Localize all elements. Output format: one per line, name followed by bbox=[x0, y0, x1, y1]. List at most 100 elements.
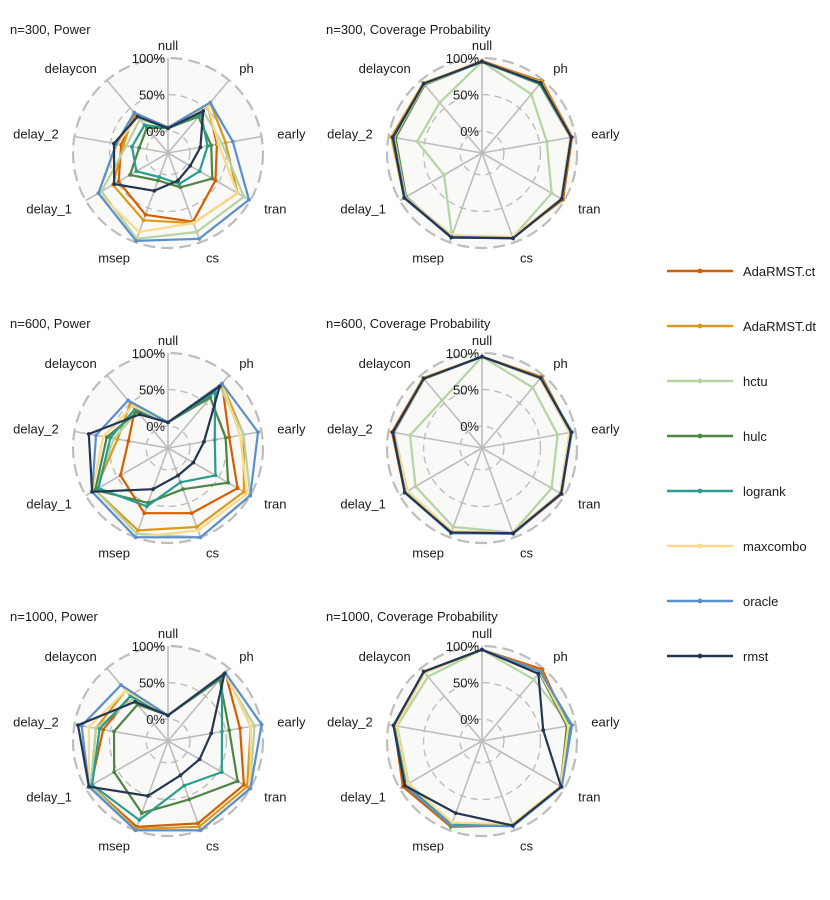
data-point bbox=[242, 194, 246, 199]
series-line bbox=[112, 678, 239, 815]
legend-label: AdaRMST.dt bbox=[743, 319, 816, 334]
data-point bbox=[166, 420, 170, 425]
series-hctu bbox=[408, 354, 560, 535]
panel-title: n=300, Power bbox=[10, 22, 91, 37]
legend: AdaRMST.ct AdaRMST.dt hctu hulc logrank maxco… bbox=[667, 264, 816, 664]
data-point bbox=[223, 435, 228, 440]
data-point bbox=[97, 727, 102, 731]
data-point bbox=[202, 439, 206, 444]
data-point bbox=[177, 182, 182, 186]
axis-label: ph bbox=[553, 649, 567, 664]
radar-panel: n=600, Coverage Probability 100% 50% 0% null… bbox=[326, 316, 620, 560]
grid-ring bbox=[385, 644, 579, 838]
axis-label: ph bbox=[553, 356, 567, 371]
spoke bbox=[420, 374, 483, 449]
data-point bbox=[559, 784, 563, 789]
data-point bbox=[112, 729, 116, 734]
data-point bbox=[402, 196, 407, 200]
axis-label: delaycon bbox=[359, 61, 411, 76]
data-point bbox=[197, 236, 202, 241]
data-point bbox=[453, 811, 458, 815]
axis-label: early bbox=[591, 127, 620, 142]
data-point bbox=[188, 163, 193, 168]
data-point bbox=[191, 460, 196, 465]
tick-label: 100% bbox=[446, 51, 480, 66]
data-point bbox=[197, 824, 202, 829]
spoke bbox=[134, 447, 169, 538]
data-point bbox=[220, 141, 224, 146]
series-logrank bbox=[130, 111, 210, 186]
data-point bbox=[248, 493, 253, 498]
data-point bbox=[555, 432, 560, 437]
data-point bbox=[119, 683, 123, 687]
data-point bbox=[194, 525, 199, 529]
data-point bbox=[156, 178, 160, 183]
legend-marker bbox=[697, 488, 703, 494]
legend-marker bbox=[697, 323, 703, 329]
data-point bbox=[141, 218, 146, 223]
data-point bbox=[449, 823, 454, 828]
axis-label: delay_1 bbox=[26, 202, 72, 217]
data-point bbox=[536, 671, 541, 676]
legend-label: rmst bbox=[743, 649, 769, 664]
data-point bbox=[112, 182, 117, 187]
axis-label: delaycon bbox=[45, 649, 97, 664]
data-point bbox=[130, 404, 135, 408]
data-point bbox=[130, 144, 134, 149]
data-point bbox=[137, 412, 142, 417]
data-point bbox=[245, 491, 250, 496]
axis-label: cs bbox=[206, 545, 220, 560]
data-point bbox=[391, 723, 396, 728]
data-point bbox=[118, 473, 123, 478]
data-point bbox=[137, 146, 142, 150]
series-line bbox=[90, 675, 224, 822]
radar-panel: n=300, Power 100% 50% 0% null ph early tran cs ms… bbox=[10, 22, 306, 265]
data-point bbox=[178, 480, 183, 485]
data-point bbox=[94, 726, 98, 731]
legend-item: oracle bbox=[667, 594, 778, 609]
tick-label: 100% bbox=[132, 346, 166, 361]
spoke bbox=[388, 430, 483, 449]
axis-label: tran bbox=[578, 497, 600, 512]
data-point bbox=[566, 723, 571, 728]
data-point bbox=[143, 212, 148, 217]
data-point bbox=[390, 430, 395, 435]
data-point bbox=[101, 727, 106, 732]
data-point bbox=[157, 175, 162, 179]
legend-item: rmst bbox=[667, 649, 769, 664]
data-point bbox=[421, 669, 426, 674]
series-line bbox=[76, 672, 226, 798]
data-point bbox=[413, 484, 418, 489]
spoke bbox=[420, 79, 483, 154]
data-point bbox=[511, 236, 515, 241]
axis-label: delay_2 bbox=[13, 715, 59, 730]
tick-label: 50% bbox=[453, 88, 479, 103]
grid-ring bbox=[422, 681, 542, 801]
axis-label: ph bbox=[553, 61, 567, 76]
axis-label: cs bbox=[520, 838, 534, 853]
panel-title: n=600, Coverage Probability bbox=[326, 316, 491, 331]
axis-label: delaycon bbox=[45, 356, 97, 371]
series-line bbox=[90, 382, 249, 539]
tick-label: 0% bbox=[146, 124, 165, 139]
data-point bbox=[219, 770, 224, 774]
data-point bbox=[145, 125, 149, 130]
legend-marker bbox=[697, 543, 703, 549]
spoke bbox=[167, 135, 262, 154]
legend-marker bbox=[697, 378, 703, 384]
data-point bbox=[87, 784, 91, 789]
axis-label: null bbox=[158, 38, 178, 53]
axis-label: null bbox=[472, 626, 492, 641]
legend-item: hulc bbox=[667, 429, 767, 444]
data-point bbox=[408, 433, 412, 438]
data-point bbox=[94, 433, 98, 438]
data-point bbox=[101, 434, 106, 439]
grid-ring bbox=[385, 56, 579, 250]
tick-label: 100% bbox=[446, 346, 480, 361]
data-point bbox=[116, 179, 121, 184]
data-point bbox=[142, 123, 147, 127]
data-point bbox=[222, 671, 227, 676]
grid-ring bbox=[108, 681, 228, 801]
data-point bbox=[134, 239, 138, 243]
data-point bbox=[529, 92, 534, 97]
